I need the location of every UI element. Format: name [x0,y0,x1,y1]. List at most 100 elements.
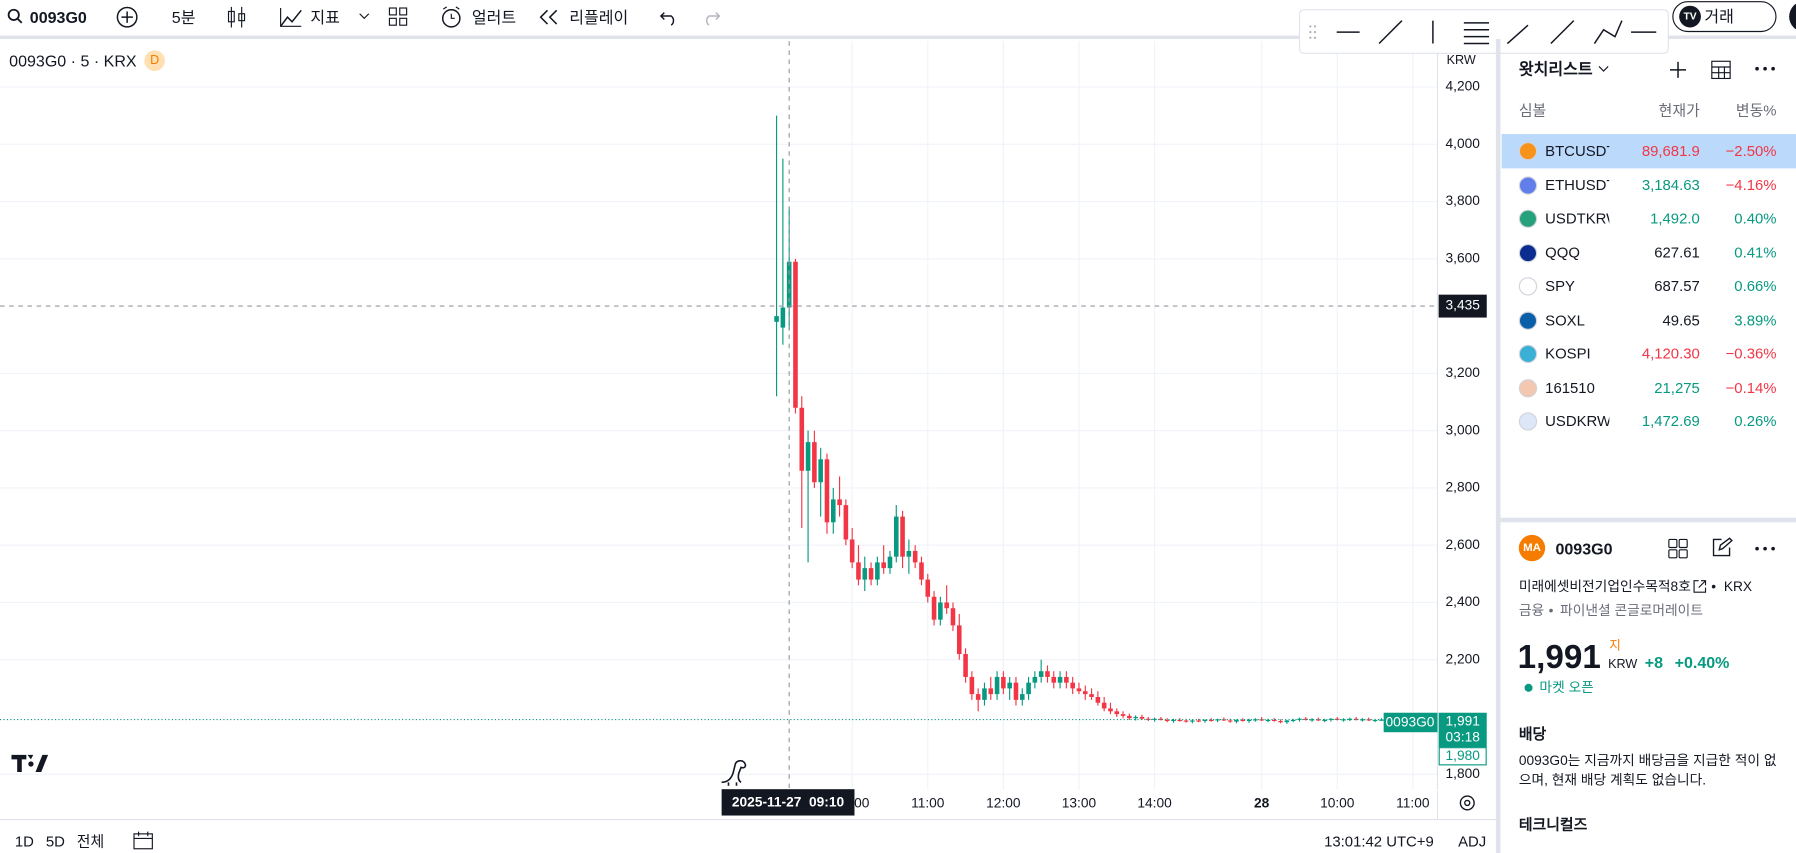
candle-body [1234,719,1239,722]
candle-body [994,676,1000,695]
publish-button[interactable] [1789,1,1796,33]
dino-icon [721,759,747,786]
range-button[interactable]: 전체 [76,832,105,850]
watch-symbol[interactable]: 161510 [1545,378,1595,396]
technicals-title: 테크니컬즈 [1518,815,1588,833]
price-flag: 지 [1609,639,1621,653]
candle-body [944,602,949,609]
candle-body [1152,718,1157,720]
candle-body [1013,682,1019,700]
range-button[interactable]: 1D [14,832,34,850]
trade-button[interactable] [1672,1,1777,33]
details-symbol: 0093G0 [1555,539,1613,558]
watch-change: 0.41% [1734,243,1777,261]
goto-date-icon[interactable] [132,829,157,852]
candle-body [1177,719,1183,722]
watch-symbol[interactable]: KOSPI [1545,344,1591,362]
candle-body [1360,719,1365,721]
y-tick-label: 3,800 [1445,193,1480,208]
candle-body [1082,691,1088,695]
candle-body [812,442,817,483]
candle-body [1045,671,1050,677]
y-tick-label: 4,200 [1445,79,1480,94]
candle-body [805,442,811,471]
dividend-text: 0093G0는 지금까지 배당금을 지급한 적이 없으며, 현재 배당 계획도 … [1518,752,1777,789]
candle-body [1341,719,1346,721]
candle-body [1227,720,1233,722]
note-icon[interactable] [1710,536,1733,559]
redo-icon[interactable] [701,8,722,26]
replay-icon[interactable] [538,8,559,26]
x-tick-label: 28 [1254,796,1270,811]
candle-body [1051,676,1057,683]
symbol-search[interactable]: 0093G0 [29,8,87,27]
column-header[interactable]: 변동% [1735,101,1777,120]
watch-symbol[interactable]: SPY [1545,277,1575,295]
watch-change: −0.14% [1725,378,1777,396]
range-button[interactable]: 5D [45,832,65,850]
candle-body [1007,682,1012,689]
watchlist-title[interactable]: 왓치리스트 [1518,59,1593,78]
add-to-watchlist[interactable] [1668,60,1689,81]
candle-body [1089,694,1094,697]
column-header[interactable]: 현재가 [1658,101,1700,120]
watch-symbol[interactable]: BTCUSDT [1545,142,1610,160]
watch-symbol[interactable]: USDKRW [1545,412,1610,430]
advanced-view[interactable] [1710,58,1733,81]
undo-icon[interactable] [659,8,680,26]
watch-symbol[interactable]: USDTKRW [1545,209,1609,227]
sector[interactable]: 금융 [1518,602,1545,619]
candle-body [1347,718,1353,720]
alert-button[interactable]: 얼러트 [471,8,517,27]
search-icon[interactable] [7,8,25,26]
y-tick-label: 1,800 [1445,766,1480,781]
watch-symbol[interactable]: SOXL [1545,310,1585,329]
candle-body [1202,719,1208,722]
layout-icon[interactable] [388,7,409,28]
crosshair-y-label: 3,435 [1445,298,1480,313]
industry[interactable]: 파이낸셜 콘글로머레이트 [1560,602,1703,619]
candle-body [1076,688,1082,692]
external-link[interactable] [1692,578,1708,594]
chart-style-icon[interactable] [227,5,248,30]
column-header[interactable]: 심볼 [1518,101,1547,120]
x-tick-label: 12:00 [986,796,1021,811]
currency-label[interactable]: KRW [1446,53,1476,68]
dividend-title: 배당 [1518,725,1547,743]
interval-button[interactable]: 5분 [171,8,196,27]
candle-body [1309,719,1315,721]
add-symbol[interactable] [116,6,139,29]
candle-body [856,562,861,580]
last-price-label: 1,991 [1445,714,1479,729]
details-more[interactable] [1754,544,1777,553]
candle-body [1246,719,1252,722]
reference-price-box [1438,747,1487,766]
candle-body [843,505,849,540]
indicators-button[interactable]: 지표 [310,8,340,27]
indicators-icon[interactable] [278,6,303,29]
settings-icon[interactable] [1458,794,1476,812]
watch-symbol[interactable]: ETHUSDT [1545,175,1610,194]
trade-label[interactable]: 거래 [1704,6,1734,26]
candle-body [919,562,924,580]
reference-price-label: 1,980 [1445,748,1480,763]
tv-logo: TV [1679,5,1701,28]
watch-symbol[interactable]: QQQ [1545,243,1580,261]
y-tick-label: 4,000 [1445,136,1480,151]
symbol-icon [1518,344,1538,364]
x-tick-label: 10:00 [1320,796,1355,811]
candle-body [1372,719,1378,722]
candle-body [862,568,868,580]
alert-icon[interactable] [440,5,465,30]
watchlist-dropdown[interactable] [1597,63,1611,74]
replay-button[interactable]: 리플레이 [569,8,629,27]
compare-icon[interactable] [1667,537,1690,560]
candle-body [969,676,975,695]
panel-separator [1500,517,1796,523]
symbol-icon [1518,277,1538,296]
dropdown-icon[interactable] [357,9,371,23]
adjust-toggle[interactable]: ADJ [1458,832,1487,850]
details-change: +8 [1644,652,1664,672]
watch-change: −2.50% [1725,142,1777,160]
more-menu[interactable] [1754,64,1777,73]
